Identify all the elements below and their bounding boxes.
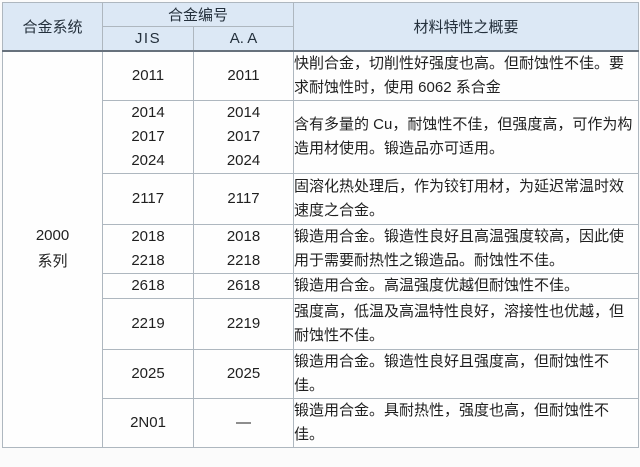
aa-cell: 2014 2017 2024 <box>192 99 295 174</box>
description-cell: 固溶化热处理后，作为铰钉用材，为延迟常温时效速度之合金。 <box>293 172 640 225</box>
jis-cell: 2011 <box>102 50 194 101</box>
description-cell: 锻造用合金。锻造性良好且高温强度较高，因此使用于需要耐热性之锻造品。耐蚀性不佳。 <box>293 223 640 274</box>
jis-cell: 2117 <box>102 172 194 225</box>
aa-cell: 2018 2218 <box>192 223 295 274</box>
header-row-1: 合金系统 合金编号 材料特性之概要 <box>2 2 640 51</box>
header-row-2: JIS A. A <box>3 26 639 51</box>
description-cell: 锻造用合金。高温强度优越但耐蚀性不佳。 <box>293 272 640 299</box>
column-header-alloy-system: 合金系统 <box>2 2 103 51</box>
table-row: 2014 2017 2024 2014 2017 2024 含有多量的 Cu，耐… <box>3 99 640 174</box>
aa-cell: 2025 <box>192 348 295 399</box>
table-row: 2N01 — 锻造用合金。具耐热性，强度也高，但耐蚀性不佳。 <box>3 397 640 448</box>
table-row: 2618 2618 锻造用合金。高温强度优越但耐蚀性不佳。 <box>3 272 640 299</box>
jis-cell: 2018 2218 <box>102 223 194 274</box>
jis-cell: 2219 <box>102 297 194 350</box>
table-row: 2219 2219 强度高，低温及高温特性良好，溶接性也优越，但耐蚀性不佳。 <box>3 297 640 350</box>
aa-cell: — <box>192 397 295 448</box>
column-header-jis: JIS <box>102 26 194 51</box>
jis-cell: 2014 2017 2024 <box>102 99 194 174</box>
alloy-series-cell: 2000 系列 <box>2 50 103 448</box>
alloy-spec-table: 合金系统 合金编号 材料特性之概要 JIS A. A 2000 系列 2011 … <box>2 2 640 448</box>
table-row: 2025 2025 锻造用合金。锻造性良好且强度高，但耐蚀性不佳。 <box>3 348 640 399</box>
table-row: 2018 2218 2018 2218 锻造用合金。锻造性良好且高温强度较高，因… <box>3 223 640 274</box>
description-cell: 锻造用合金。具耐热性，强度也高，但耐蚀性不佳。 <box>293 397 640 448</box>
aa-cell: 2117 <box>192 172 295 225</box>
table-row: 2000 系列 2011 2011 快削合金，切削性好强度也高。但耐蚀性不佳。要… <box>2 50 640 448</box>
description-cell: 强度高，低温及高温特性良好，溶接性也优越，但耐蚀性不佳。 <box>293 297 640 350</box>
table-row: 2117 2117 固溶化热处理后，作为铰钉用材，为延迟常温时效速度之合金。 <box>3 172 640 225</box>
aa-cell: 2219 <box>192 297 295 350</box>
jis-cell: 2N01 <box>102 397 194 448</box>
column-header-alloy-number: 合金编号 <box>101 2 295 27</box>
jis-cell: 2025 <box>102 348 194 399</box>
aa-cell: 2011 <box>192 50 295 101</box>
description-cell: 快削合金，切削性好强度也高。但耐蚀性不佳。要求耐蚀性时，使用 6062 系合金 <box>293 50 640 101</box>
table-body: 2000 系列 2011 2011 快削合金，切削性好强度也高。但耐蚀性不佳。要… <box>2 50 640 448</box>
description-cell: 含有多量的 Cu，耐蚀性不佳，但强度高，可作为构造用材使用。锻造品亦可适用。 <box>293 99 640 174</box>
jis-cell: 2618 <box>102 272 194 299</box>
description-cell: 锻造用合金。锻造性良好且强度高，但耐蚀性不佳。 <box>293 348 640 399</box>
column-header-aa: A. A <box>192 26 295 51</box>
aa-cell: 2618 <box>192 272 295 299</box>
table-header: 合金系统 合金编号 材料特性之概要 JIS A. A <box>2 2 640 51</box>
column-header-description: 材料特性之概要 <box>293 2 640 51</box>
